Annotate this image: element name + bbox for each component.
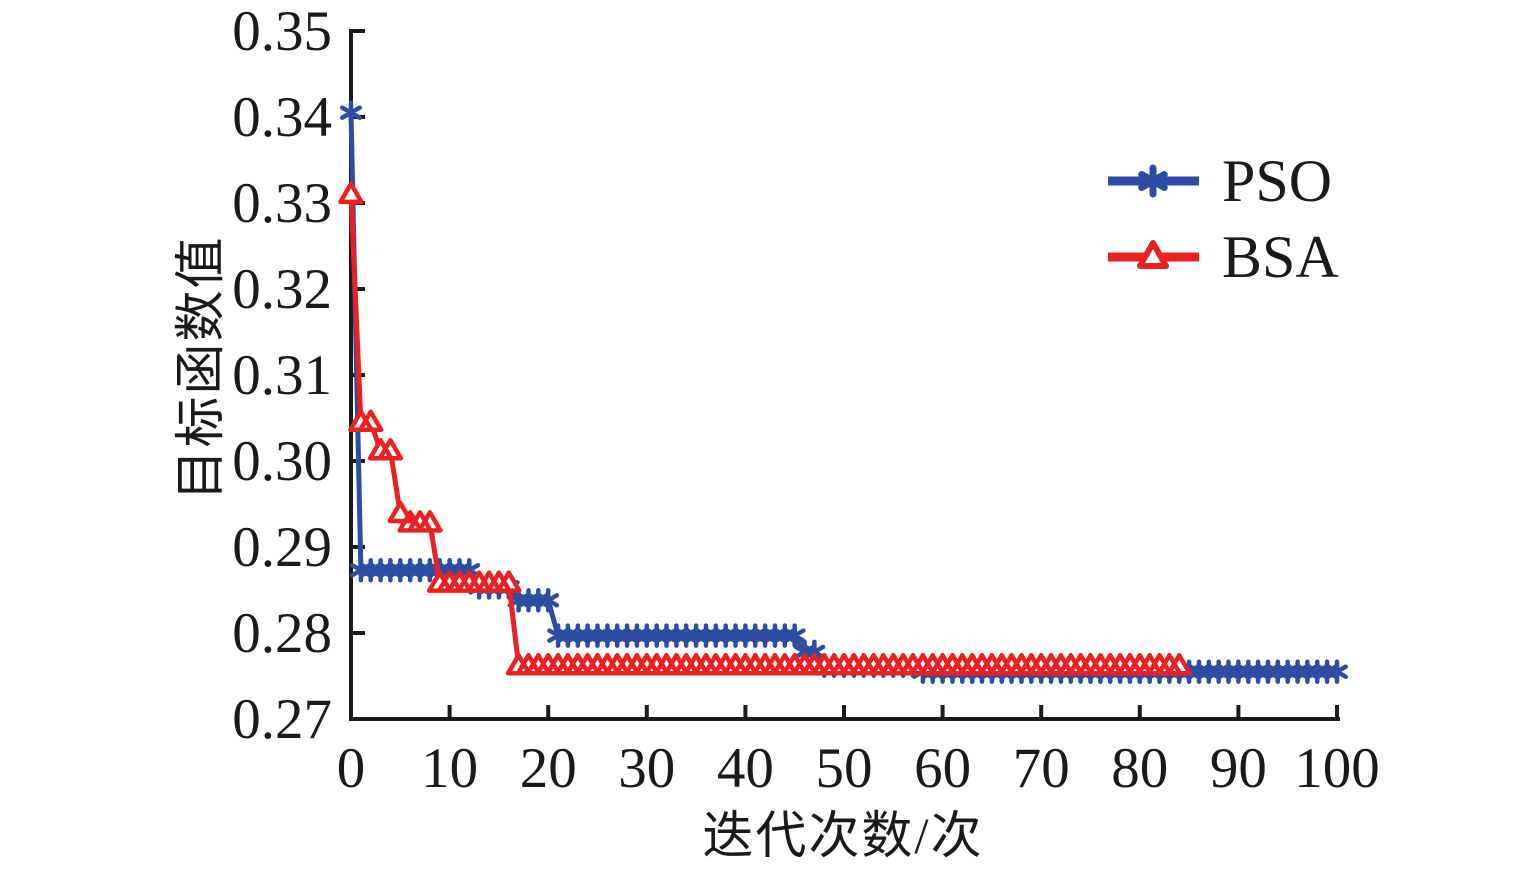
legend-item-bsa: BSA [1108,224,1339,290]
x-axis-label: 迭代次数/次 [702,809,984,865]
y-tick-label: 0.34 [232,86,332,149]
bsa-triangle-icon [1137,240,1169,269]
x-tick-label: 40 [717,737,774,800]
axis-frame [349,29,1340,721]
x-tick-label: 0 [337,737,366,800]
x-tick-label: 20 [520,737,577,800]
x-tick-label: 100 [1294,737,1380,800]
y-tick-label: 0.28 [232,602,332,665]
x-tick-label: 60 [914,737,971,800]
legend-item-pso: PSO [1108,148,1332,214]
y-tick-label: 0.35 [232,0,332,63]
plot-area: 0.27 0.28 0.29 0.30 0.31 0.32 0.33 0.34 0.35 0 10 2… [232,0,1380,800]
legend-label-bsa: BSA [1222,224,1339,290]
legend: PSO BSA [1108,148,1339,290]
y-tick-label: 0.32 [232,258,332,321]
y-tick-label: 0.31 [232,344,332,407]
x-tick-label: 80 [1111,737,1168,800]
legend-label-pso: PSO [1222,148,1332,214]
y-tick-label: 0.29 [232,516,332,579]
x-tick-label: 50 [816,737,873,800]
x-tick-label: 90 [1210,737,1267,800]
pso-markers [340,100,1348,684]
y-tick-label: 0.30 [232,430,332,493]
x-tick-label: 10 [421,737,478,800]
y-tick-label: 0.33 [232,172,332,235]
bsa-line [348,194,1180,669]
y-tick-label: 0.27 [232,688,332,751]
y-axis-label: 目标函数值 [174,235,230,501]
bsa-markers [338,181,1192,676]
x-tick-label: 70 [1013,737,1070,800]
x-tick-label: 30 [618,737,675,800]
pso-asterisk-icon [1138,164,1168,198]
